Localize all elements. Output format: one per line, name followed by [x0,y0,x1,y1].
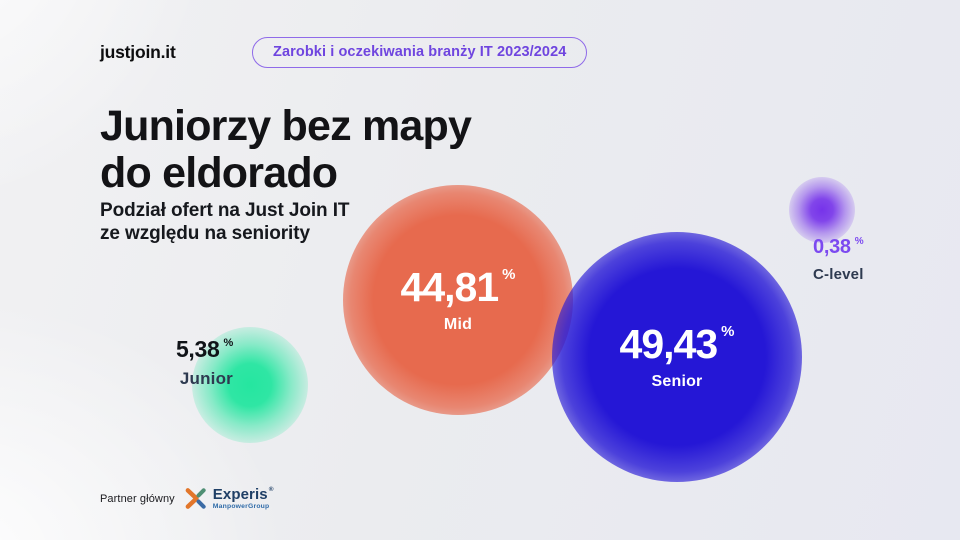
bubble-mid-value: 44,81 % [400,263,516,310]
bubble-senior-value: 49,43 % [619,320,735,367]
bubble-clevel-annotation: 0,38 % C-level [813,236,864,284]
page-subtitle-line1: Podział ofert na Just Join IT [100,200,350,221]
bubble-junior-value: 5,38 % [176,338,233,361]
justjoin-logo: justjoin.it [100,42,176,62]
bubble-junior-number: 5,38 [175,336,220,362]
bubble-mid-percent-sign: % [502,265,516,283]
page-title: Juniorzy bez mapy do eldorado [100,102,472,197]
bubble-senior-number: 49,43 [619,320,719,367]
bubble-mid-text: 44,81 % Mid [343,185,573,415]
bubble-clevel-label: C-level [813,266,864,283]
bubble-senior-label: Senior [651,372,703,390]
bubble-junior [192,327,308,443]
bubble-senior-percent-sign: % [721,322,735,340]
experis-x-icon [185,488,206,510]
bubble-senior-text: 49,43 % Senior [552,232,802,482]
page-subtitle-line2: ze względu na seniority [100,223,310,244]
bubble-junior-percent-sign: % [223,337,234,349]
edition-badge: Zarobki i oczekiwania branży IT 2023/202… [252,37,588,68]
partner-label: Partner główny [100,493,175,505]
experis-wordmark: Experis ® ManpowerGroup [213,487,274,511]
page-subtitle: Podział ofert na Just Join IT ze względu… [100,199,350,245]
bubble-clevel-percent-sign: % [854,236,864,247]
bubble-senior [552,232,802,482]
page-title-line1: Juniorzy bez mapy [100,102,472,150]
registered-mark-icon: ® [268,486,274,494]
experis-name: Experis ® [212,486,274,504]
bubble-junior-label: Junior [179,369,233,388]
page-title-line2: do eldorado [100,149,338,197]
partner-footer: Partner główny Experis ® ManpowerGroup [100,483,274,515]
bubble-clevel-value: 0,38 % [813,236,864,258]
bubble-clevel-number: 0,38 [813,236,851,258]
bubble-mid-number: 44,81 [400,263,500,310]
bubble-junior-annotation: 5,38 % Junior [176,338,233,389]
experis-name-text: Experis [212,486,268,504]
bubble-mid-label: Mid [443,315,473,333]
manpowergroup-label: ManpowerGroup [212,503,270,511]
bubble-mid [343,185,573,415]
bubble-clevel [789,177,855,243]
experis-logo: Experis ® ManpowerGroup [184,487,274,511]
